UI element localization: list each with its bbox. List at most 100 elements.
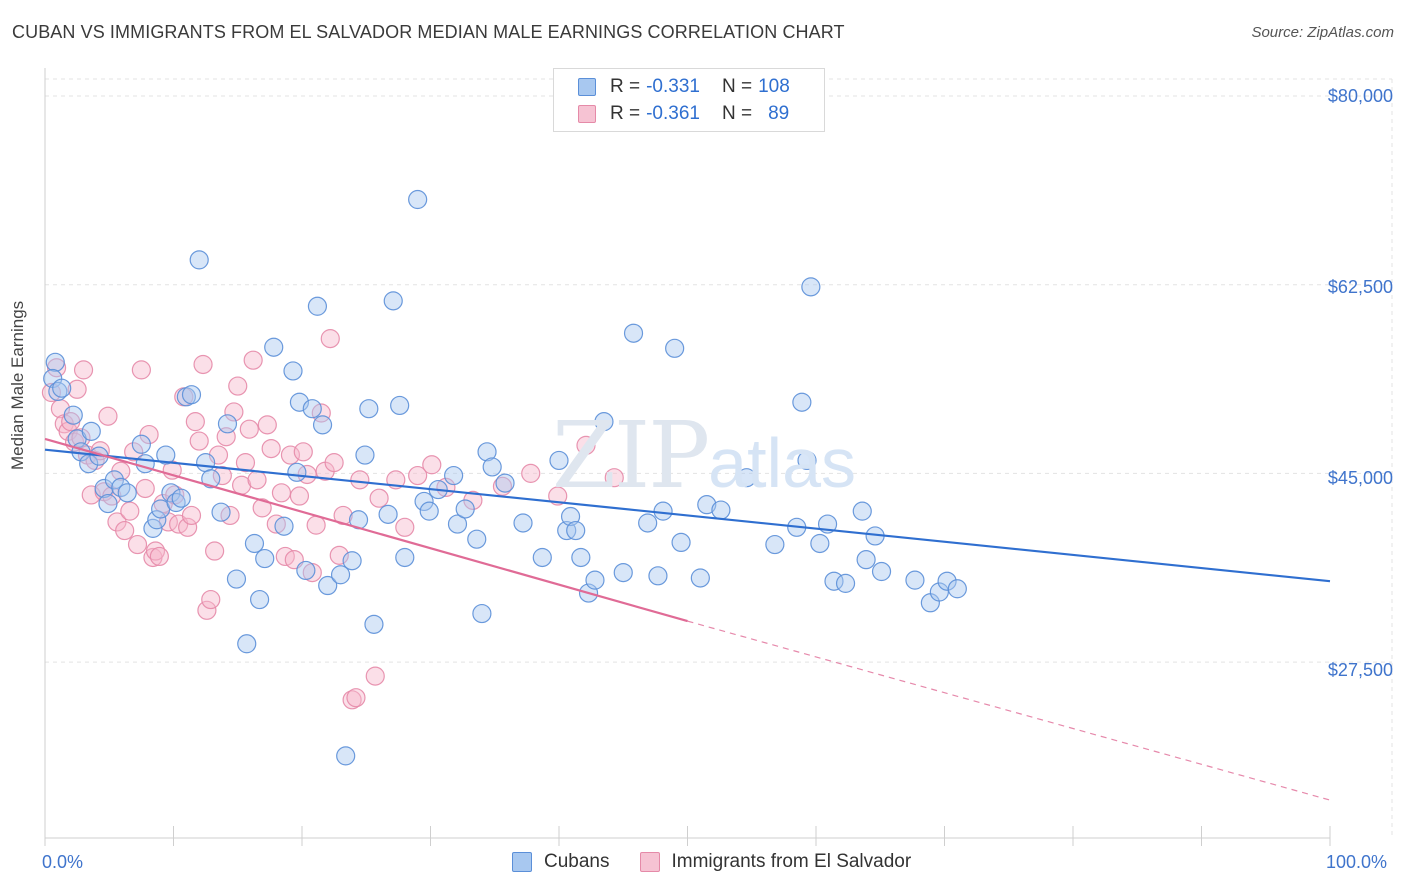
data-point-cuban	[690, 568, 710, 588]
data-point-cuban	[765, 534, 785, 555]
data-point-cuban	[419, 501, 439, 521]
data-point-cuban	[408, 189, 428, 210]
legend-swatch-blue	[512, 852, 532, 872]
data-point-cuban	[648, 566, 668, 586]
data-point-cuban	[638, 513, 658, 533]
data-point-cuban	[336, 746, 356, 766]
data-point-cuban	[45, 352, 65, 372]
data-point-el-salvador	[408, 465, 428, 486]
data-point-cuban	[63, 405, 83, 425]
data-point-el-salvador	[224, 402, 244, 422]
data-point-el-salvador	[205, 541, 225, 561]
source-label: Source: ZipAtlas.com	[1251, 24, 1394, 41]
data-point-cuban	[467, 529, 487, 549]
data-point-cuban	[312, 415, 333, 435]
data-point-el-salvador	[149, 546, 169, 567]
data-point-cuban	[147, 510, 167, 530]
data-point-cuban	[244, 533, 265, 554]
data-point-cuban	[81, 421, 101, 441]
data-point-el-salvador	[115, 520, 135, 541]
data-point-el-salvador	[329, 545, 349, 565]
legend-label: Immigrants from El Salvador	[671, 851, 912, 872]
data-point-el-salvador	[346, 688, 366, 708]
data-point-cuban	[211, 502, 231, 522]
data-point-el-salvador	[293, 442, 313, 462]
trend-line-el-salvador-extrapolated	[687, 620, 1331, 801]
legend-item-el-salvador[interactable]: Immigrants from El Salvador	[639, 851, 912, 873]
y-axis-label: Median Male Earnings	[8, 300, 27, 470]
r-value: -0.331	[646, 76, 700, 97]
data-point-cuban	[871, 561, 892, 582]
r-value: -0.361	[646, 103, 700, 124]
data-point-cuban	[697, 495, 717, 515]
data-point-cuban	[104, 470, 124, 490]
data-point-cuban	[287, 462, 307, 482]
data-point-cuban	[414, 491, 434, 512]
data-point-cuban	[359, 399, 379, 419]
data-point-cuban	[810, 533, 830, 554]
data-point-el-salvador	[201, 589, 221, 610]
cubans-points	[43, 189, 967, 766]
legend-item-cubans[interactable]: Cubans	[512, 851, 610, 873]
data-point-el-salvador	[320, 329, 340, 349]
data-point-el-salvador	[131, 360, 151, 380]
data-point-cuban	[131, 434, 151, 454]
n-value: 108	[758, 76, 790, 97]
correlation-legend: R = -0.331 N = 108 R = -0.361 N = 89	[553, 68, 825, 132]
data-point-cuban	[318, 575, 338, 596]
y-tick-label: $62,500	[1327, 277, 1393, 297]
data-point-cuban	[237, 634, 257, 654]
data-point-el-salvador	[189, 431, 209, 451]
data-point-cuban	[824, 571, 844, 591]
data-point-cuban	[283, 361, 303, 381]
legend-row-cubans: R = -0.331 N = 108	[554, 74, 790, 100]
watermark: ZIPatlas	[552, 402, 857, 509]
data-point-cuban	[330, 565, 351, 585]
data-point-el-salvador	[306, 515, 326, 535]
data-point-el-salvador	[266, 514, 286, 534]
data-point-el-salvador	[492, 476, 513, 496]
data-point-cuban	[156, 445, 176, 465]
legend-row-el-salvador: R = -0.361 N = 89	[554, 101, 789, 127]
n-label: N =	[721, 103, 753, 124]
data-point-cuban	[737, 468, 757, 488]
data-point-cuban	[171, 488, 191, 508]
data-point-el-salvador	[576, 435, 596, 455]
data-point-el-salvador	[98, 406, 118, 426]
data-point-cuban	[856, 550, 876, 570]
data-point-cuban	[532, 547, 552, 568]
data-point-el-salvador	[261, 438, 281, 459]
x-tick-label-max: 100.0%	[1326, 852, 1388, 872]
data-point-cuban	[444, 465, 464, 486]
trend-lines	[44, 437, 1331, 801]
data-point-el-salvador	[135, 478, 155, 499]
n-value: 89	[768, 103, 790, 124]
data-point-cuban	[477, 442, 497, 462]
data-point-cuban	[947, 579, 967, 599]
data-point-cuban	[513, 513, 533, 533]
data-point-cuban	[111, 477, 131, 498]
data-point-el-salvador	[235, 453, 256, 473]
data-point-cuban	[364, 614, 384, 634]
data-point-el-salvador	[521, 463, 541, 483]
data-point-cuban	[472, 603, 492, 624]
legend-swatch-blue	[578, 78, 596, 96]
data-point-cuban	[792, 392, 812, 412]
data-point-cuban	[549, 450, 569, 471]
data-point-cuban	[52, 378, 72, 398]
data-point-el-salvador	[139, 424, 159, 445]
data-point-el-salvador	[252, 498, 272, 518]
data-point-el-salvador	[212, 465, 232, 486]
data-point-cuban	[905, 570, 925, 590]
data-point-cuban	[378, 504, 398, 524]
data-point-cuban	[117, 483, 137, 503]
data-point-cuban	[383, 291, 403, 311]
data-point-cuban	[495, 473, 515, 493]
data-point-el-salvador	[257, 415, 277, 435]
legend-swatch-pink	[639, 852, 660, 872]
data-point-el-salvador	[243, 350, 263, 370]
trend-line-cubans	[44, 448, 1331, 583]
data-point-el-salvador	[350, 470, 370, 490]
n-label: N =	[721, 76, 753, 97]
data-point-el-salvador	[197, 600, 217, 620]
